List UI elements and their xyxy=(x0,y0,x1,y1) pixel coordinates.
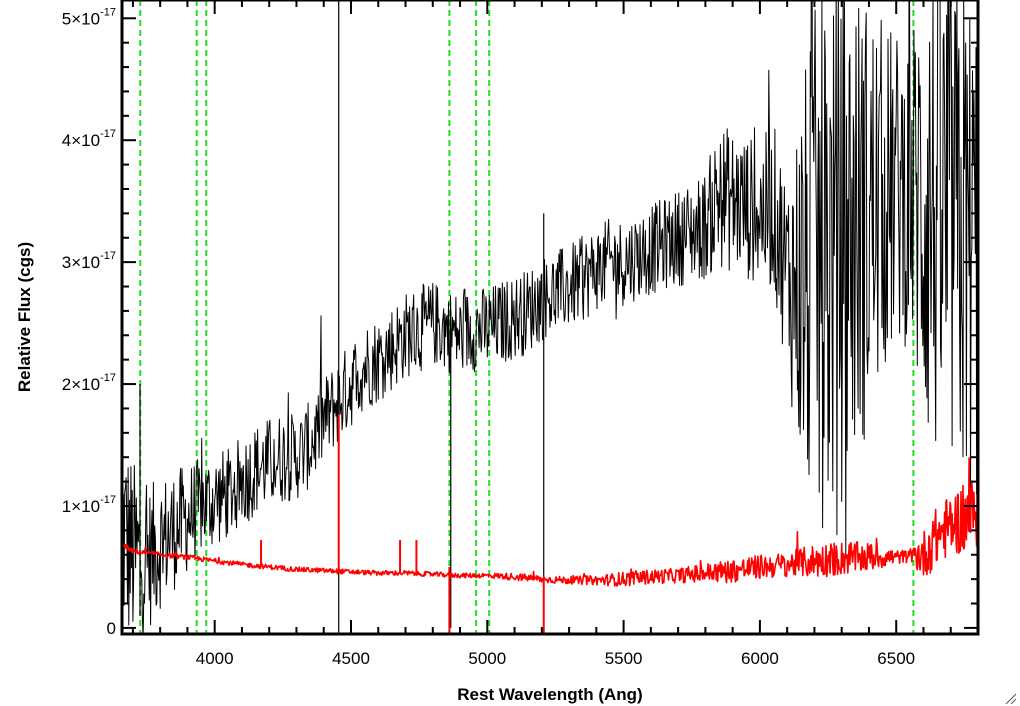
y-tick-label: 5×10-17 xyxy=(62,6,116,28)
y-tick-label: 2×10-17 xyxy=(62,372,116,394)
x-tick-label: 6500 xyxy=(877,649,915,668)
plot-frame xyxy=(120,0,980,636)
observed-spectrum-line xyxy=(122,0,978,634)
resize-grip-icon[interactable] xyxy=(1005,693,1017,705)
y-tick-label: 1×10-17 xyxy=(62,494,116,516)
x-tick-label: 6000 xyxy=(741,649,779,668)
y-tick-label: 3×10-17 xyxy=(62,250,116,272)
x-axis-label: Rest Wavelength (Ang) xyxy=(457,685,642,704)
axis-ticks xyxy=(122,0,979,634)
error-spectrum-line xyxy=(122,457,978,587)
y-tick-label: 4×10-17 xyxy=(62,128,116,150)
spectrum-series xyxy=(122,0,978,634)
y-axis-label: Relative Flux (cgs) xyxy=(15,242,34,392)
x-tick-label: 4500 xyxy=(332,649,370,668)
y-tick-label: 0 xyxy=(107,619,116,638)
x-tick-label: 5500 xyxy=(605,649,643,668)
tick-labels: 4000 4500 5000 5500 6000 6500 0 1×10-17 2×10-17 3… xyxy=(62,6,915,668)
x-tick-label: 5000 xyxy=(468,649,506,668)
x-tick-label: 4000 xyxy=(196,649,234,668)
